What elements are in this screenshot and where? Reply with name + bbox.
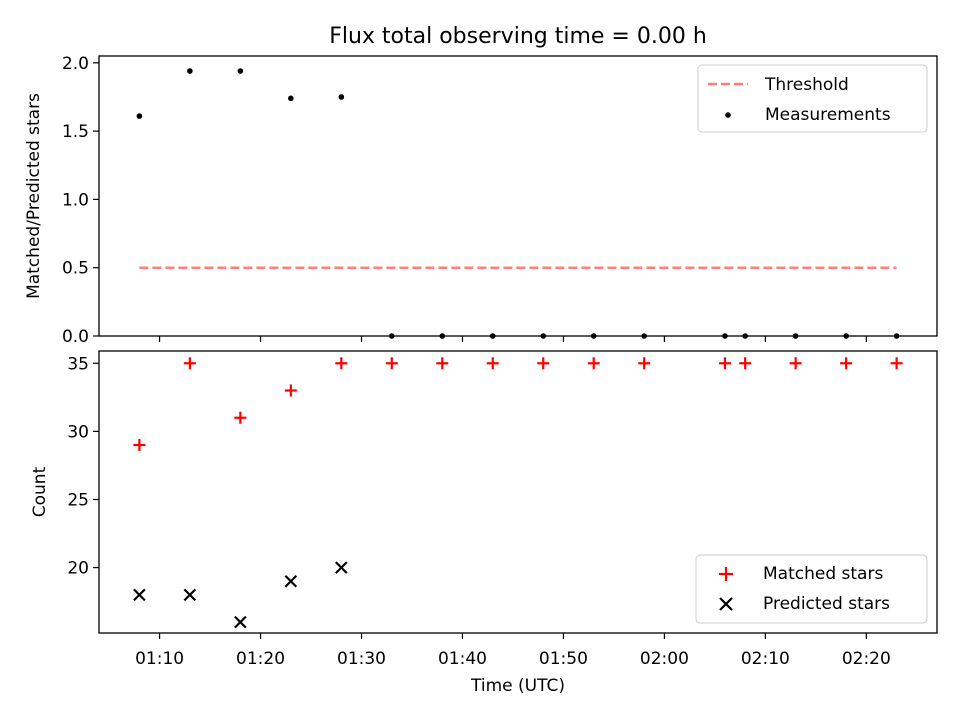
top-x-ticks xyxy=(158,336,867,342)
matched-star-point xyxy=(537,357,550,370)
measurement-point xyxy=(338,94,345,100)
bottom-y-tick-label: 20 xyxy=(67,559,89,579)
top-y-tick-label: 0.5 xyxy=(62,259,89,279)
legend-threshold-label: Threshold xyxy=(764,75,849,95)
legend-matched-swatch xyxy=(719,567,733,581)
x-tick-label: 01:50 xyxy=(539,649,588,669)
bottom-y-axis: 20 25 30 35 xyxy=(67,354,99,579)
bottom-plot-area xyxy=(133,357,903,629)
x-tick-label: 02:20 xyxy=(842,649,891,669)
top-y-axis: 0.0 0.5 1.0 1.5 2.0 xyxy=(62,54,99,347)
x-tick-label: 01:20 xyxy=(236,649,285,669)
bottom-y-tick-label: 35 xyxy=(67,354,89,374)
predicted-star-point xyxy=(133,588,146,602)
matched-star-point xyxy=(385,357,398,370)
x-tick-label: 01:40 xyxy=(438,649,487,669)
matched-star-point xyxy=(133,439,146,451)
top-y-tick-label: 0.0 xyxy=(62,327,89,347)
measurement-point xyxy=(237,68,244,74)
top-panel: 0.00.51.01.52.0 Matched/Predicted stars … xyxy=(24,54,938,347)
x-tick-label: 02:00 xyxy=(640,649,689,669)
figure-title: Flux total observing time = 0.00 h xyxy=(329,24,707,49)
x-tick-label: 02:10 xyxy=(741,649,790,669)
top-y-tick-label: 2.0 xyxy=(62,54,89,74)
predicted-star-point xyxy=(335,561,348,574)
bottom-axes-frame xyxy=(98,350,938,634)
matched-star-point xyxy=(890,357,903,370)
measurement-point xyxy=(288,95,294,102)
x-axis-label: Time (UTC) xyxy=(470,676,565,696)
matched-star-point xyxy=(840,357,853,370)
matched-star-point xyxy=(789,357,802,370)
matched-star-point xyxy=(436,357,449,370)
legend-measurements-label: Measurements xyxy=(765,105,891,125)
matched-star-point xyxy=(183,357,196,370)
top-axes-frame xyxy=(98,55,938,337)
x-tick-label: 01:10 xyxy=(135,649,184,669)
predicted-star-point xyxy=(284,574,298,588)
matched-star-point xyxy=(718,357,731,370)
bottom-y-axis-label: Count xyxy=(30,466,50,517)
bottom-x-axis: 01:10 01:20 01:30 01:40 01:50 02:00 02:10 02:20 xyxy=(135,633,891,669)
measurement-point xyxy=(136,113,143,119)
predicted-star-point xyxy=(183,588,197,602)
bottom-legend: Matched stars Predicted stars xyxy=(695,554,928,624)
matched-star-point xyxy=(284,384,297,397)
top-legend-box xyxy=(697,64,928,133)
predicted-star-point xyxy=(234,615,247,629)
bottom-legend-box xyxy=(695,554,928,624)
legend-measurements-swatch xyxy=(725,112,731,118)
x-tick-label: 01:30 xyxy=(337,649,386,669)
legend-predicted-swatch xyxy=(719,597,733,611)
matched-star-point xyxy=(335,357,348,370)
legend-predicted-label: Predicted stars xyxy=(763,594,890,614)
matched-star-point xyxy=(234,411,247,424)
matched-star-point xyxy=(638,357,651,370)
matched-star-point xyxy=(486,357,499,370)
matched-star-point xyxy=(587,357,600,370)
bottom-y-tick-label: 25 xyxy=(67,490,89,510)
matched-star-point xyxy=(739,357,752,370)
top-y-tick-label: 1.0 xyxy=(62,190,89,210)
bottom-y-tick-label: 30 xyxy=(67,422,89,442)
top-y-tick-label: 1.5 xyxy=(62,122,89,142)
measurement-point xyxy=(187,68,193,74)
top-y-axis-label: Matched/Predicted stars xyxy=(24,93,44,299)
legend-matched-label: Matched stars xyxy=(763,564,883,584)
top-legend: Threshold Measurements xyxy=(697,64,928,133)
